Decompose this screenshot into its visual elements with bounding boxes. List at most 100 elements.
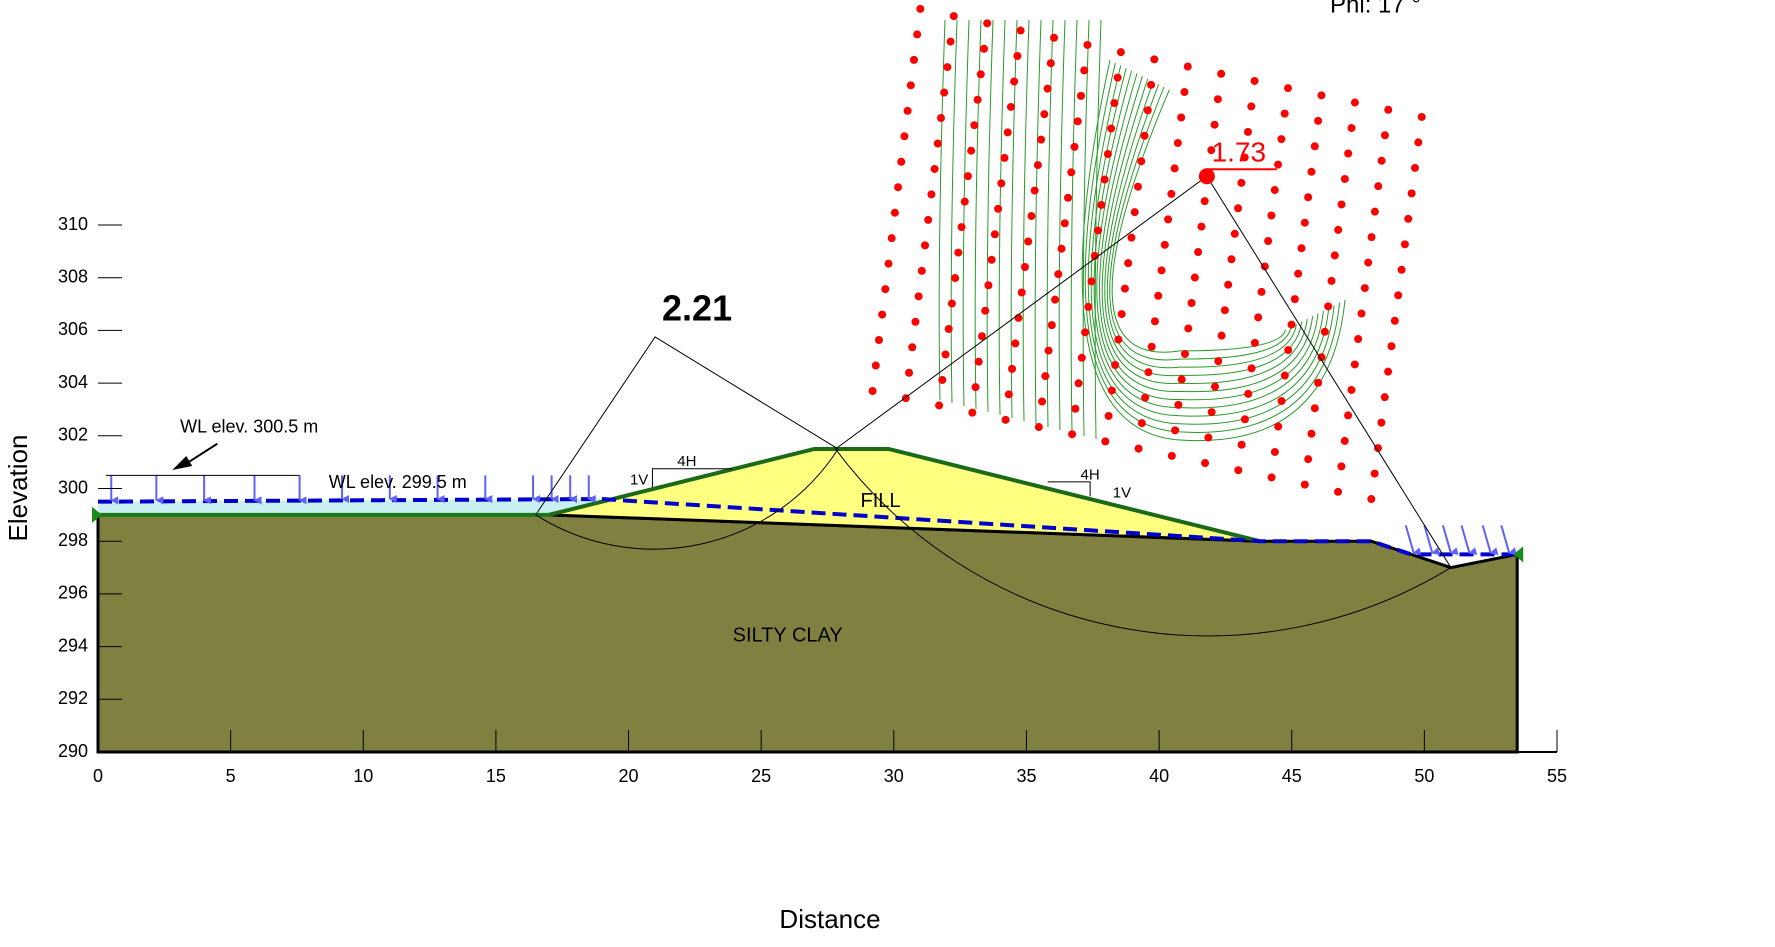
grid-point bbox=[968, 409, 976, 417]
grid-point bbox=[1005, 390, 1013, 398]
grid-point bbox=[1387, 342, 1395, 350]
grid-point bbox=[1201, 197, 1209, 205]
grid-point bbox=[1244, 128, 1252, 136]
grid-point bbox=[1018, 288, 1026, 296]
grid-point bbox=[1351, 360, 1359, 368]
x-tick-label: 30 bbox=[884, 766, 904, 786]
grid-point bbox=[1371, 470, 1379, 478]
grid-point bbox=[947, 38, 955, 46]
grid-point bbox=[1121, 285, 1129, 293]
grid-point bbox=[945, 325, 953, 333]
grid-point bbox=[878, 311, 886, 319]
grid-point bbox=[1268, 473, 1276, 481]
grid-point bbox=[1083, 41, 1091, 49]
grid-point bbox=[1361, 284, 1369, 292]
grid-point bbox=[934, 139, 942, 147]
grid-point bbox=[1301, 219, 1309, 227]
grid-point bbox=[1307, 168, 1315, 176]
grid-point bbox=[1348, 124, 1356, 132]
grid-point bbox=[1027, 212, 1035, 220]
grid-point bbox=[977, 70, 985, 78]
grid-point bbox=[1307, 430, 1315, 438]
corner-note: Phi: 17 ° bbox=[1330, 0, 1421, 18]
grid-point bbox=[1281, 110, 1289, 118]
grid-point bbox=[1147, 81, 1155, 89]
grid-point bbox=[1271, 186, 1279, 194]
grid-point bbox=[1037, 136, 1045, 144]
contour bbox=[951, 20, 957, 403]
grid-point bbox=[1081, 328, 1089, 336]
grid-point bbox=[1284, 346, 1292, 354]
grid-point bbox=[1278, 397, 1286, 405]
y-tick-label: 310 bbox=[58, 214, 88, 234]
grid-point bbox=[1254, 313, 1262, 321]
grid-point bbox=[931, 165, 939, 173]
y-tick-label: 290 bbox=[58, 741, 88, 761]
grid-point bbox=[1177, 113, 1185, 121]
grid-point bbox=[1194, 248, 1202, 256]
grid-point bbox=[1114, 74, 1122, 82]
grid-point bbox=[1314, 379, 1322, 387]
contour bbox=[987, 20, 993, 412]
grid-point bbox=[1035, 423, 1043, 431]
grid-point bbox=[1084, 303, 1092, 311]
grid-point bbox=[924, 216, 932, 224]
grid-point bbox=[1321, 328, 1329, 336]
grid-point bbox=[1110, 99, 1118, 107]
grid-point bbox=[1217, 70, 1225, 78]
grid-point bbox=[967, 147, 975, 155]
grid-point bbox=[1344, 150, 1352, 158]
contour bbox=[1035, 20, 1041, 424]
x-tick-label: 55 bbox=[1547, 766, 1567, 786]
contour bbox=[975, 20, 981, 409]
grid-point bbox=[1381, 131, 1389, 139]
grid-point bbox=[918, 267, 926, 275]
grid-point bbox=[1051, 296, 1059, 304]
grid-point bbox=[1031, 187, 1039, 195]
grid-point bbox=[1311, 142, 1319, 150]
grid-point bbox=[907, 81, 915, 89]
x-tick-label: 5 bbox=[226, 766, 236, 786]
grid-point bbox=[943, 63, 951, 71]
contour bbox=[963, 20, 969, 406]
grid-point bbox=[908, 343, 916, 351]
grid-point bbox=[1234, 204, 1242, 212]
grid-point bbox=[1218, 332, 1226, 340]
load-arrow bbox=[1483, 525, 1491, 553]
grid-point bbox=[1048, 321, 1056, 329]
grid-point bbox=[1135, 445, 1143, 453]
grid-point bbox=[1184, 63, 1192, 71]
contour bbox=[1047, 20, 1053, 427]
grid-point bbox=[975, 358, 983, 366]
grid-point bbox=[1381, 393, 1389, 401]
grid-point bbox=[1114, 336, 1122, 344]
grid-point bbox=[958, 223, 966, 231]
grid-point bbox=[991, 230, 999, 238]
grid-point bbox=[916, 5, 924, 13]
annotation: WL elev. 299.5 m bbox=[329, 472, 467, 492]
grid-point bbox=[1137, 157, 1145, 165]
fos-label: 1.73 bbox=[1212, 137, 1267, 168]
contour bbox=[1071, 20, 1077, 433]
grid-point bbox=[1164, 215, 1172, 223]
grid-point bbox=[1408, 189, 1416, 197]
grid-point bbox=[997, 179, 1005, 187]
grid-point bbox=[1002, 416, 1010, 424]
grid-point bbox=[970, 121, 978, 129]
grid-point bbox=[1284, 84, 1292, 92]
grid-point bbox=[984, 281, 992, 289]
grid-point bbox=[1151, 317, 1159, 325]
grid-point bbox=[1234, 466, 1242, 474]
grid-point bbox=[904, 107, 912, 115]
grid-point bbox=[1214, 357, 1222, 365]
load-arrow bbox=[1501, 525, 1509, 553]
grid-point bbox=[1384, 106, 1392, 114]
grid-point bbox=[1398, 266, 1406, 274]
grid-point bbox=[1364, 259, 1372, 267]
x-tick-label: 50 bbox=[1414, 766, 1434, 786]
grid-point bbox=[1097, 201, 1105, 209]
grid-point bbox=[1021, 263, 1029, 271]
grid-point bbox=[1374, 182, 1382, 190]
grid-point bbox=[1038, 398, 1046, 406]
grid-point bbox=[894, 183, 902, 191]
